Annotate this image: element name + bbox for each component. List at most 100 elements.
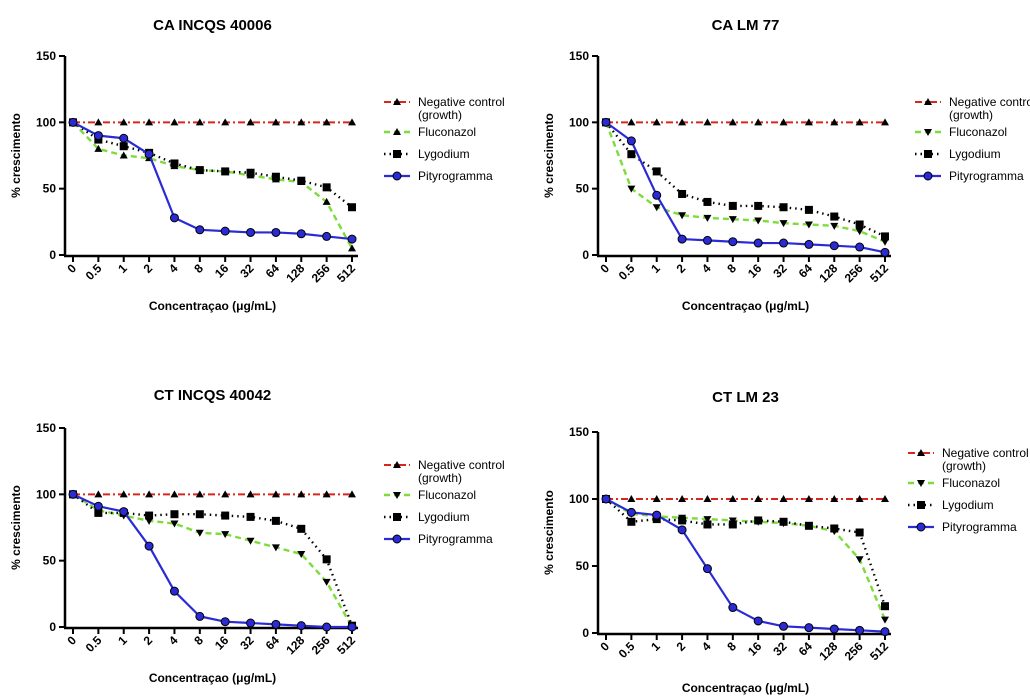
data-point	[94, 144, 103, 152]
chart-panel-4: CT LM 23 0 50 100 150 0 0.5 1 2 4 8 16 32 64 128 256 512…	[542, 389, 1029, 695]
x-tick-label: 0	[64, 261, 79, 276]
data-point	[93, 501, 103, 511]
data-point	[195, 118, 204, 126]
legend-label: Pityrogramma	[418, 169, 493, 183]
data-point	[779, 220, 788, 228]
x-axis-label: Concentraçao (μg/mL)	[149, 299, 276, 313]
legend-entry: Negative control(growth)	[384, 458, 505, 485]
data-point	[804, 521, 813, 530]
series-fluconazol	[602, 119, 889, 246]
data-point	[170, 118, 179, 126]
x-tick-label: 64	[796, 261, 816, 281]
legend-label: Fluconazol	[942, 476, 1000, 490]
x-axis-label: Concentraçao (μg/mL)	[682, 299, 809, 313]
x-tick-label: 32	[237, 261, 257, 281]
y-tick-label: 50	[576, 559, 590, 573]
data-point	[271, 227, 281, 237]
data-point	[678, 189, 687, 198]
series-negative-control	[69, 490, 356, 498]
data-point	[271, 118, 280, 126]
x-tick-label: 2	[141, 261, 156, 276]
data-point	[144, 149, 154, 159]
data-point	[652, 167, 661, 176]
legend-marker	[924, 129, 932, 136]
legend-label: Lygodium	[418, 510, 470, 524]
x-tick-label: 64	[796, 639, 816, 659]
series-line	[72, 493, 354, 627]
y-tick-label: 0	[49, 620, 56, 634]
data-point	[297, 524, 306, 533]
y-tick-label: 50	[43, 182, 57, 196]
data-point	[145, 511, 154, 520]
series-line	[72, 493, 354, 628]
x-tick-label: 64	[263, 633, 283, 653]
chart-panel-3: CT INCQS 40042 0 50 100 150 0 0.5 1 2 4 8 16 32 64 128…	[9, 387, 505, 685]
x-tick-label: 512	[867, 261, 891, 285]
x-tick-label: 4	[699, 261, 714, 276]
data-point	[881, 118, 889, 126]
series-line	[72, 493, 352, 629]
series-line	[605, 121, 886, 254]
x-tick-label: 2	[141, 633, 156, 648]
series-line	[72, 121, 353, 209]
legend-entry: Fluconazol	[915, 125, 1007, 139]
data-point	[728, 495, 737, 502]
data-point	[246, 512, 255, 521]
legend-entry: Pityrogramma	[915, 169, 1024, 183]
data-point	[627, 517, 636, 526]
data-point	[703, 516, 712, 524]
legend-marker	[924, 98, 932, 105]
legend-marker	[392, 171, 402, 181]
y-tick-label: 0	[582, 248, 589, 262]
data-point	[754, 516, 763, 525]
series-pityrogramma	[601, 117, 890, 257]
data-point	[246, 537, 255, 545]
data-point	[297, 490, 306, 498]
x-tick-label: 4	[699, 639, 714, 654]
data-point	[348, 118, 356, 126]
data-point	[221, 511, 230, 520]
legend-label: Fluconazol	[418, 488, 476, 502]
series-negative-control	[602, 118, 889, 126]
data-point	[119, 490, 128, 498]
y-tick-label: 150	[569, 49, 589, 63]
x-tick-label: 32	[770, 639, 790, 659]
chart-title: CT INCQS 40042	[154, 387, 272, 404]
x-tick-label: 2	[674, 639, 689, 654]
data-point	[652, 510, 662, 520]
data-point	[296, 621, 306, 631]
data-point	[702, 235, 712, 245]
x-tick-label: 8	[191, 633, 206, 648]
x-tick-label: 512	[334, 633, 358, 657]
legend-marker	[393, 150, 401, 158]
series-pityrogramma	[68, 117, 357, 244]
data-point	[703, 214, 712, 222]
legend-marker	[917, 501, 925, 509]
data-point	[627, 150, 636, 159]
y-tick-label: 150	[36, 421, 56, 435]
y-tick-label: 100	[36, 115, 56, 129]
data-point	[347, 234, 357, 244]
chart-panel-1: CA INCQS 40006 0 50 100 150 0 0.5 1 2 4 8 16 32 64 128…	[9, 17, 505, 313]
data-point	[677, 234, 687, 244]
data-point	[754, 217, 763, 225]
data-point	[830, 495, 839, 502]
data-point	[855, 556, 864, 564]
data-point	[855, 228, 864, 236]
data-point	[297, 551, 306, 559]
x-tick-label: 16	[745, 639, 765, 659]
data-point	[246, 490, 255, 498]
x-tick-label: 0.5	[83, 633, 105, 655]
x-tick-label: 8	[724, 261, 739, 276]
legend-label: Negative control	[418, 95, 505, 109]
x-tick-label: 128	[816, 261, 840, 285]
x-tick-label: 512	[334, 261, 358, 285]
data-point	[627, 185, 636, 193]
data-point	[678, 516, 687, 525]
x-tick-label: 256	[309, 633, 333, 657]
legend-marker	[393, 461, 401, 468]
data-point	[94, 508, 103, 517]
data-point	[779, 495, 788, 502]
x-tick-label: 4	[166, 261, 181, 276]
data-point	[195, 490, 204, 498]
